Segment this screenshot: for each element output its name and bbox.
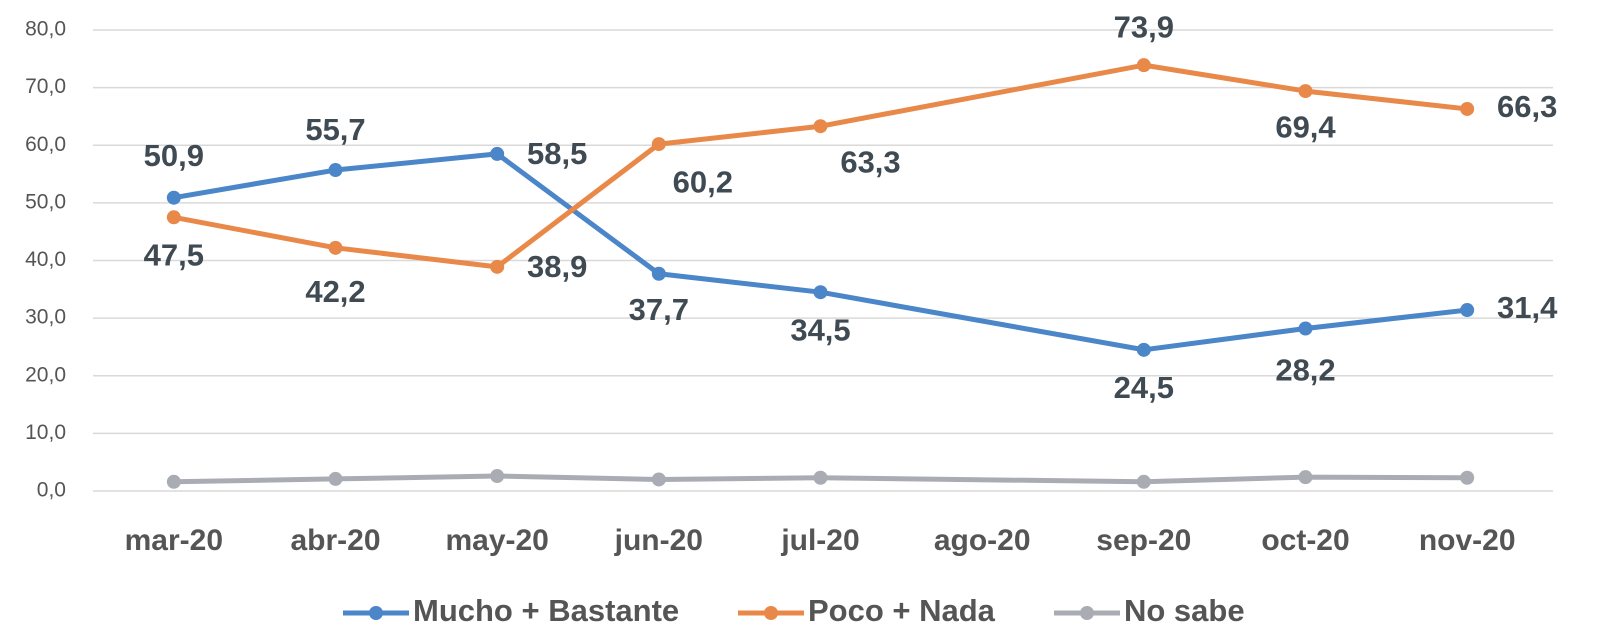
point — [166, 190, 181, 205]
point — [1298, 321, 1313, 336]
y-tick-label: 30,0 — [25, 306, 66, 329]
point — [651, 472, 666, 487]
x-tick-label: sep-20 — [1096, 524, 1191, 557]
legend-label: Poco + Nada — [808, 593, 996, 628]
point — [1460, 470, 1475, 485]
value-label: 42,2 — [305, 274, 365, 309]
x-tick-label: jun-20 — [614, 524, 703, 557]
x-tick-label: mar-20 — [125, 524, 223, 557]
x-tick-label: oct-20 — [1261, 524, 1349, 557]
x-tick-label: may-20 — [445, 524, 548, 557]
x-tick-label: nov-20 — [1419, 524, 1516, 557]
y-tick-label: 60,0 — [25, 133, 66, 156]
value-label: 55,7 — [305, 112, 365, 147]
value-label: 24,5 — [1114, 370, 1174, 405]
value-label: 58,5 — [527, 136, 587, 171]
y-tick-label: 40,0 — [25, 248, 66, 271]
point — [328, 163, 343, 178]
y-tick-label: 80,0 — [25, 18, 66, 41]
value-label: 60,2 — [673, 164, 733, 199]
x-tick-label: abr-20 — [290, 524, 380, 557]
legend-marker — [764, 606, 778, 620]
point — [651, 137, 666, 152]
point — [328, 240, 343, 255]
point — [166, 474, 181, 489]
point — [166, 210, 181, 225]
gap-connector — [818, 475, 1147, 485]
point — [651, 266, 666, 281]
x-tick-label: ago-20 — [934, 524, 1031, 557]
value-label: 66,3 — [1497, 89, 1557, 124]
point — [1460, 303, 1475, 318]
legend-label: Mucho + Bastante — [413, 593, 679, 628]
point — [1136, 58, 1151, 73]
point — [328, 471, 343, 486]
y-tick-label: 50,0 — [25, 190, 66, 213]
point — [1136, 474, 1151, 489]
x-tick-label: jul-20 — [780, 524, 859, 557]
point — [813, 119, 828, 134]
point — [813, 285, 828, 300]
y-tick-label: 10,0 — [25, 421, 66, 444]
point — [490, 146, 505, 161]
value-label: 38,9 — [527, 249, 587, 284]
point — [1136, 342, 1151, 357]
value-label: 34,5 — [790, 312, 850, 347]
legend-marker — [369, 606, 383, 620]
value-label: 37,7 — [629, 292, 689, 327]
point — [1460, 101, 1475, 116]
y-tick-label: 0,0 — [37, 479, 66, 502]
value-label: 50,9 — [144, 138, 204, 173]
legend-marker — [1080, 606, 1094, 620]
gap-connector — [818, 62, 1147, 129]
value-label: 73,9 — [1114, 9, 1174, 44]
point — [1298, 84, 1313, 99]
point — [490, 469, 505, 484]
value-label: 28,2 — [1275, 353, 1335, 388]
gap-connector — [818, 289, 1147, 353]
value-label: 63,3 — [840, 144, 900, 179]
point — [490, 259, 505, 274]
value-label: 69,4 — [1275, 109, 1336, 144]
legend-label: No sabe — [1124, 593, 1245, 628]
y-tick-label: 70,0 — [25, 75, 66, 98]
y-tick-label: 20,0 — [25, 363, 66, 386]
point — [813, 470, 828, 485]
value-label: 47,5 — [144, 237, 204, 272]
point — [1298, 470, 1313, 485]
value-label: 31,4 — [1497, 290, 1558, 325]
